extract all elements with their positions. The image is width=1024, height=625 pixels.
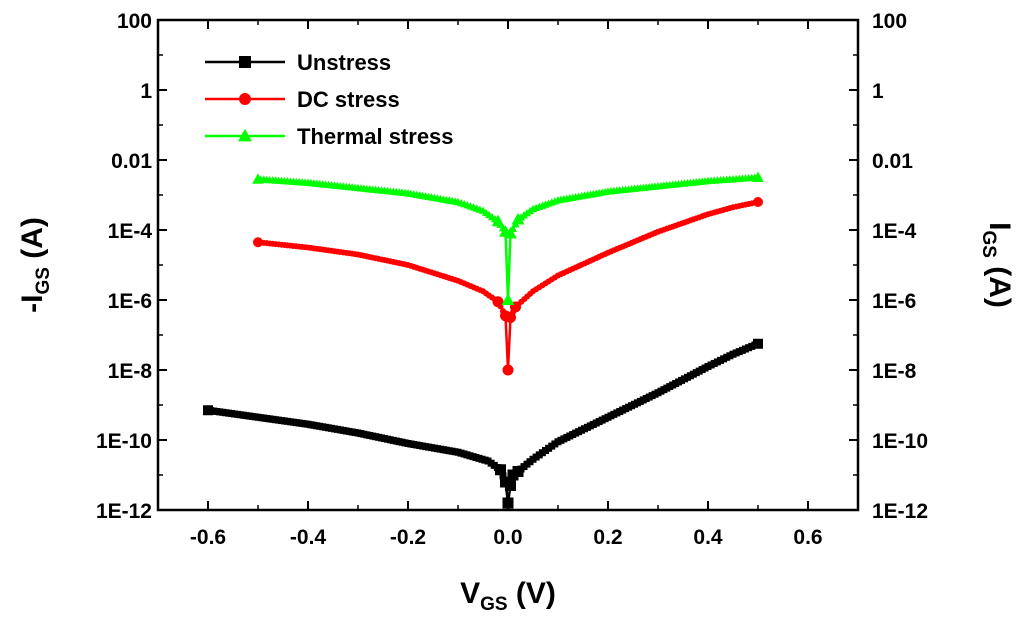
x-tick-label: -0.6: [190, 526, 226, 549]
y-tick-label-right: 100: [872, 10, 907, 33]
legend-label: DC stress: [297, 87, 400, 112]
y-tick-label-right: 1E-12: [872, 500, 928, 523]
data-point: [499, 472, 507, 480]
legend-marker: [239, 56, 251, 68]
y-tick-label-right: 1E-10: [872, 430, 928, 453]
y-tick-label-right: 1E-4: [872, 220, 917, 243]
data-point-key: [491, 214, 505, 227]
data-point-end: [753, 197, 763, 207]
legend-label: Thermal stress: [297, 124, 454, 149]
y-tick-label-left: 1E-8: [108, 360, 153, 383]
series-thermal-stress: [252, 171, 764, 305]
y-axis-label-right: IGS (A): [978, 222, 1016, 308]
y-tick-label-left: 0.01: [111, 150, 152, 173]
data-point-end: [253, 237, 263, 248]
data-point-end: [203, 405, 213, 416]
y-tick-label-left: 1E-6: [108, 290, 152, 313]
series-unstress: [203, 338, 763, 509]
x-tick-label: 0.0: [493, 526, 522, 549]
legend-item-unstress: Unstress: [205, 50, 391, 75]
legend-item-dc-stress: DC stress: [205, 87, 400, 112]
legend-item-thermal-stress: Thermal stress: [205, 124, 454, 149]
y-tick-label-left: 100: [117, 10, 152, 33]
x-tick-label: -0.2: [390, 526, 426, 549]
x-tick-label: 0.2: [593, 526, 622, 549]
data-point-key: [502, 364, 514, 376]
data-point-key: [505, 480, 516, 491]
y-tick-label-left: 1E-10: [96, 430, 152, 453]
series-dc-stress: [253, 197, 763, 376]
data-point-key: [492, 296, 504, 308]
y-tick-label-left: 1E-12: [96, 500, 152, 523]
x-tick-label: 0.6: [793, 526, 822, 549]
plot-frame: [156, 18, 860, 512]
legend-marker: [238, 128, 252, 142]
data-point-key: [512, 466, 524, 477]
series-line: [257, 176, 759, 301]
data-point-key: [501, 293, 515, 305]
legend-marker: [239, 93, 251, 105]
y-tick-label-right: 1: [872, 80, 884, 103]
legend-label: Unstress: [297, 50, 391, 75]
x-tick-label: 0.4: [693, 526, 723, 549]
data-point-end: [753, 338, 763, 349]
x-tick-label: -0.4: [290, 526, 327, 549]
y-axis-label-left: -IGS (A): [16, 217, 54, 313]
y-tick-label-left: 1: [140, 80, 152, 103]
x-axis-label: VGS (V): [460, 577, 556, 615]
data-point-key: [495, 464, 506, 476]
data-point-end: [252, 173, 264, 184]
data-point-end: [752, 171, 764, 182]
y-tick-label-right: 1E-8: [872, 360, 917, 383]
y-tick-label-left: 1E-4: [108, 220, 153, 243]
data-point-key: [505, 312, 516, 323]
y-tick-label-right: 0.01: [872, 150, 913, 173]
data-point-key: [511, 212, 525, 225]
y-tick-label-right: 1E-6: [872, 290, 916, 313]
data-point-key: [504, 226, 517, 239]
